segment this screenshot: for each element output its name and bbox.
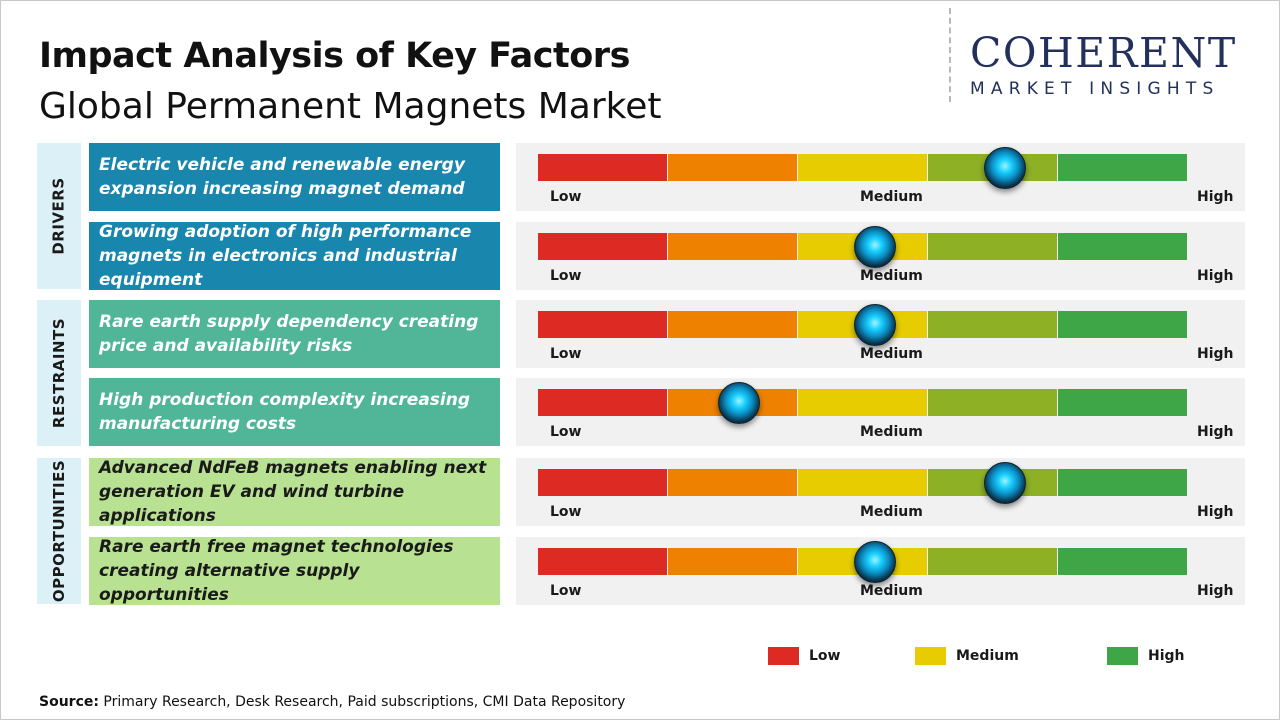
impact-scale-segment — [1058, 154, 1187, 181]
impact-scale-panel: Low Medium High — [516, 300, 1245, 368]
impact-scale-bar — [538, 469, 1187, 496]
factor-label: Advanced NdFeB magnets enabling next gen… — [89, 458, 500, 526]
impact-scale-segment — [668, 311, 797, 338]
impact-scale-segment — [798, 154, 927, 181]
scale-label-low: Low — [550, 189, 582, 205]
impact-scale-segment — [668, 233, 797, 260]
impact-scale-segment — [538, 154, 667, 181]
scale-label-low: Low — [550, 424, 582, 440]
source-label: Source: — [39, 694, 99, 710]
factor-label: High production complexity increasing ma… — [89, 378, 500, 446]
impact-scale-bar — [538, 389, 1187, 416]
impact-scale-segment — [928, 548, 1057, 575]
scale-label-low: Low — [550, 583, 582, 599]
category-restraints: RESTRAINTS — [37, 300, 81, 446]
factor-label: Electric vehicle and renewable energy ex… — [89, 143, 500, 211]
scale-label-medium: Medium — [860, 583, 923, 599]
factor-label: Rare earth supply dependency creating pr… — [89, 300, 500, 368]
scale-label-medium: Medium — [860, 346, 923, 362]
impact-scale-segment — [798, 389, 927, 416]
category-label: OPPORTUNITIES — [50, 459, 68, 603]
company-logo: COHERENT MARKET INSIGHTS — [970, 28, 1260, 100]
logo-tagline: MARKET INSIGHTS — [970, 79, 1220, 99]
scale-label-high: High — [1197, 268, 1234, 284]
impact-indicator-knob — [718, 381, 761, 424]
impact-scale-segment — [928, 311, 1057, 338]
impact-scale-panel: Low Medium High — [516, 458, 1245, 526]
scale-label-low: Low — [550, 268, 582, 284]
scale-label-high: High — [1197, 424, 1234, 440]
scale-label-medium: Medium — [860, 268, 923, 284]
impact-scale-segment — [538, 548, 667, 575]
scale-label-low: Low — [550, 346, 582, 362]
impact-scale-bar — [538, 154, 1187, 181]
factor-label: Rare earth free magnet technologies crea… — [89, 537, 500, 605]
impact-scale-segment — [538, 469, 667, 496]
impact-scale-panel: Low Medium High — [516, 537, 1245, 605]
logo-divider — [949, 8, 951, 102]
impact-scale-segment — [1058, 233, 1187, 260]
category-drivers: DRIVERS — [37, 143, 81, 289]
scale-label-high: High — [1197, 583, 1234, 599]
impact-scale-segment — [1058, 311, 1187, 338]
impact-indicator-knob — [854, 225, 897, 268]
legend-swatch — [915, 647, 946, 665]
source-text: Primary Research, Desk Research, Paid su… — [98, 694, 626, 710]
legend-swatch — [768, 647, 799, 665]
page-subtitle: Global Permanent Magnets Market — [39, 86, 662, 127]
impact-scale-panel: Low Medium High — [516, 143, 1245, 211]
impact-scale-segment — [928, 389, 1057, 416]
legend-swatch — [1107, 647, 1138, 665]
impact-scale-segment — [668, 548, 797, 575]
impact-scale-panel: Low Medium High — [516, 378, 1245, 446]
impact-scale-segment — [668, 154, 797, 181]
category-label: DRIVERS — [50, 177, 69, 255]
impact-indicator-knob — [854, 540, 897, 583]
scale-label-high: High — [1197, 504, 1234, 520]
impact-scale-segment — [928, 233, 1057, 260]
scale-label-low: Low — [550, 504, 582, 520]
scale-label-medium: Medium — [860, 424, 923, 440]
impact-scale-segment — [668, 469, 797, 496]
impact-scale-bar — [538, 311, 1187, 338]
page-title: Impact Analysis of Key Factors — [39, 36, 630, 76]
legend-label: Medium — [956, 648, 1019, 664]
category-label: RESTRAINTS — [50, 317, 69, 429]
impact-scale-panel: Low Medium High — [516, 222, 1245, 290]
scale-label-high: High — [1197, 346, 1234, 362]
logo-brand: COHERENT — [970, 29, 1237, 77]
impact-indicator-knob — [984, 461, 1027, 504]
impact-indicator-knob — [984, 146, 1027, 189]
impact-scale-segment — [538, 311, 667, 338]
legend-item-low: Low — [768, 647, 840, 665]
category-opportunities: OPPORTUNITIES — [37, 458, 81, 604]
impact-scale-segment — [538, 389, 667, 416]
scale-label-medium: Medium — [860, 189, 923, 205]
factor-label: Growing adoption of high performance mag… — [89, 222, 500, 290]
legend-item-high: High — [1107, 647, 1185, 665]
impact-scale-segment — [1058, 548, 1187, 575]
impact-scale-segment — [798, 469, 927, 496]
impact-scale-segment — [1058, 389, 1187, 416]
scale-label-medium: Medium — [860, 504, 923, 520]
impact-scale-bar — [538, 233, 1187, 260]
impact-indicator-knob — [854, 303, 897, 346]
legend-label: High — [1148, 648, 1185, 664]
impact-scale-segment — [538, 233, 667, 260]
scale-label-high: High — [1197, 189, 1234, 205]
source-note: Source: Primary Research, Desk Research,… — [39, 694, 625, 710]
impact-scale-segment — [1058, 469, 1187, 496]
legend-item-medium: Medium — [915, 647, 1019, 665]
legend-label: Low — [809, 648, 841, 664]
